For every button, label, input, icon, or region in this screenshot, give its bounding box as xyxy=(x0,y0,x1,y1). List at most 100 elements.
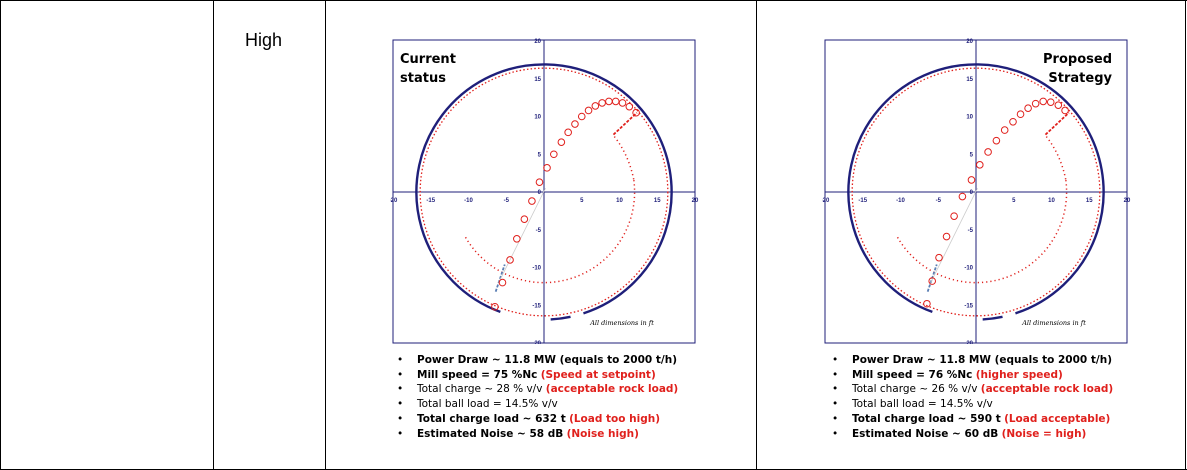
trajectory-point xyxy=(967,176,976,184)
y-tick-label: -5 xyxy=(968,228,974,234)
bullet-list-proposed: • Power Draw ~ 11.8 MW (equals to 2000 t/… xyxy=(832,353,1113,441)
mill-shell xyxy=(847,63,1105,315)
trajectory-point xyxy=(543,164,551,172)
table-border-left xyxy=(0,0,1,470)
table-divider xyxy=(756,0,757,470)
x-tick-label: -10 xyxy=(896,198,905,204)
bullet-bold-text: Mill speed = 76 %Nc xyxy=(852,368,973,381)
y-tick-label: 20 xyxy=(966,39,973,45)
trajectory-guide xyxy=(498,188,546,283)
x-tick-label: -5 xyxy=(504,198,510,204)
bullet-bold-text: Estimated Noise ~ 60 dB xyxy=(852,427,999,440)
trajectory-point xyxy=(1009,117,1017,126)
trajectory-point xyxy=(605,97,613,106)
bullet-remark: (Noise = high) xyxy=(1001,427,1087,440)
bullet-dot: • xyxy=(397,412,404,425)
mill-liner-dotted xyxy=(851,67,1101,317)
bullet-text: Total ball load = 14.5% v/v xyxy=(417,398,558,411)
trajectory-point xyxy=(557,138,566,146)
mill-cross-section-diagram: -20 -15 -10 -5 5 10 15 20 20 15 10 5 0 -5 -10 -15 -20 All… xyxy=(390,39,699,344)
bullet-bold-text: Total charge load ~ 590 t xyxy=(852,412,1001,425)
x-tick-label: 5 xyxy=(580,198,584,204)
bullet-dot: • xyxy=(397,427,404,440)
trajectory-point xyxy=(958,192,967,201)
x-tick-label: -10 xyxy=(464,198,473,204)
x-tick-label: -15 xyxy=(858,198,867,204)
charge-shoulder xyxy=(612,134,635,180)
y-tick-label: -15 xyxy=(532,303,541,309)
bullet-dot: • xyxy=(397,354,404,366)
bullet-item: • Total ball load = 14.5% v/v xyxy=(832,397,1113,412)
x-tick-label: -20 xyxy=(390,198,398,204)
trajectory-point xyxy=(550,150,558,159)
trajectory-point xyxy=(564,128,572,137)
bullet-dot: • xyxy=(397,368,404,381)
bullet-remark: (Load acceptable) xyxy=(1004,412,1111,425)
trajectory-point xyxy=(491,302,499,311)
trajectory-point xyxy=(571,120,579,128)
trajectory-point xyxy=(513,235,521,243)
trajectory-point xyxy=(1031,99,1040,108)
trajectory-point xyxy=(577,112,586,121)
y-tick-label: -10 xyxy=(532,266,541,272)
y-tick-label: -10 xyxy=(964,266,973,272)
trajectory-point xyxy=(506,256,514,264)
trajectory-point xyxy=(1061,106,1069,115)
panel-title-line1: Current xyxy=(400,52,456,67)
mill-shell-segment xyxy=(982,315,1003,321)
trajectory-point xyxy=(942,232,951,241)
x-tick-label: 15 xyxy=(1086,198,1093,204)
y-tick-label: 10 xyxy=(966,115,973,121)
bullet-item: • Estimated Noise ~ 58 dB (Noise high) xyxy=(397,427,678,442)
bullet-item: • Power Draw ~ 11.8 MW (equals to 2000 t/… xyxy=(397,353,678,368)
bullet-dot: • xyxy=(832,354,839,366)
bullet-remark: (acceptable rock load) xyxy=(545,383,679,396)
bullet-bold-text: Power Draw ~ 11.8 MW (equals to 2000 t/h… xyxy=(852,354,1112,366)
trajectory-point xyxy=(535,178,544,186)
y-tick-label: 5 xyxy=(970,152,974,158)
table-divider xyxy=(325,0,326,470)
trajectory-point xyxy=(1054,101,1063,109)
dimension-note: All dimensions in ft xyxy=(589,319,654,327)
bullet-bold-text: Total charge load ~ 632 t xyxy=(417,412,566,425)
dimension-note: All dimensions in ft xyxy=(1021,319,1086,327)
bullet-item: • Total charge load ~ 590 t (Load accepta… xyxy=(832,412,1113,427)
bullet-text: Total charge ~ 26 % v/v xyxy=(852,383,978,396)
bullet-text: Total charge ~ 28 % v/v xyxy=(417,383,543,396)
bullet-dot: • xyxy=(397,383,404,396)
bullet-dot: • xyxy=(832,412,839,425)
y-tick-label: -20 xyxy=(532,341,541,344)
y-tick-label: -20 xyxy=(964,341,973,344)
trajectory-point xyxy=(1039,97,1047,106)
bullet-remark: (Speed at setpoint) xyxy=(540,368,656,381)
x-tick-label: 15 xyxy=(654,198,661,204)
bullet-item: • Total charge ~ 26 % v/v (acceptable roc… xyxy=(832,382,1113,397)
y-tick-label: 0 xyxy=(538,190,542,196)
table-border-right xyxy=(1185,0,1186,470)
bullet-list-current: • Power Draw ~ 11.8 MW (equals to 2000 t/… xyxy=(397,353,678,441)
shoulder-lifter xyxy=(612,112,638,136)
mill-chart-current: -20 -15 -10 -5 5 10 15 20 20 15 10 5 0 -5 -10 -15 -20 All… xyxy=(390,37,710,344)
bullet-dot: • xyxy=(397,398,404,411)
shoulder-lifter xyxy=(1044,112,1070,136)
y-tick-label: -5 xyxy=(536,228,542,234)
bullet-remark: (acceptable rock load) xyxy=(980,383,1114,396)
mill-chart-proposed: -20 -15 -10 -5 5 10 15 20 20 15 10 5 0 -5 -10 -15 -20 All… xyxy=(822,37,1142,344)
bullet-item: • Total charge ~ 28 % v/v (acceptable roc… xyxy=(397,382,678,397)
trajectory-point xyxy=(498,278,507,287)
bullet-item: • Total ball load = 14.5% v/v xyxy=(397,397,678,412)
charge-profile xyxy=(464,179,636,284)
trajectory-point xyxy=(923,299,931,308)
bullet-dot: • xyxy=(832,427,839,440)
y-tick-label: 0 xyxy=(970,190,974,196)
y-tick-label: 15 xyxy=(966,77,973,83)
trajectory-point xyxy=(528,197,536,205)
table-divider xyxy=(213,0,214,470)
trajectory-point xyxy=(1024,104,1032,112)
x-tick-label: -5 xyxy=(936,198,942,204)
table-border-top xyxy=(0,0,1187,1)
trajectory-point xyxy=(935,253,943,262)
bullet-item: • Mill speed = 76 %Nc (higher speed) xyxy=(832,368,1113,383)
bullet-dot: • xyxy=(832,383,839,396)
x-tick-label: -15 xyxy=(426,198,435,204)
